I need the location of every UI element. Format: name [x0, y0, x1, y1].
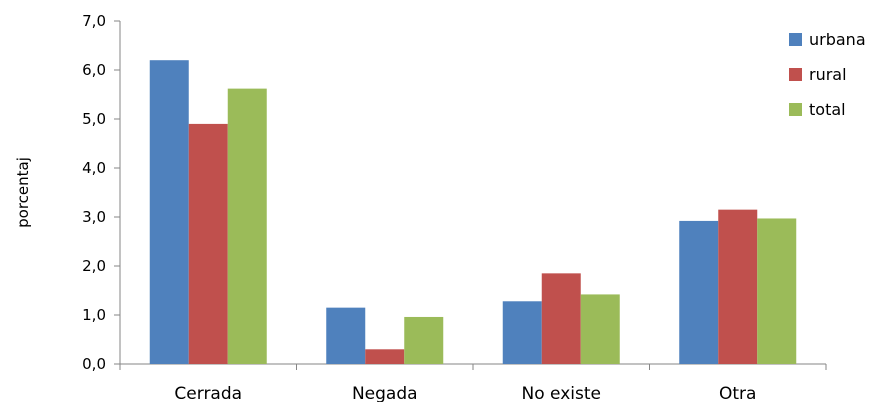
bar-rural-cerrada: [188, 123, 228, 365]
y-axis-label: porcentaj: [14, 157, 32, 228]
x-tick-label: Negada: [352, 384, 418, 402]
y-tick-label: 3,0: [82, 208, 106, 226]
y-tick-label: 4,0: [82, 159, 106, 177]
legend-label-total: total: [809, 100, 846, 119]
bar-urbana-cerrada: [149, 60, 189, 364]
legend-label-urbana: urbana: [809, 30, 866, 49]
bar-total-negada: [404, 316, 444, 364]
x-tick-label: No existe: [522, 384, 601, 402]
y-tick-label: 1,0: [82, 306, 106, 324]
bar-rural-no-existe: [541, 273, 581, 364]
bar-urbana-no-existe: [502, 301, 542, 364]
bar-urbana-otra: [679, 220, 719, 364]
y-tick-label: 7,0: [82, 12, 106, 30]
y-tick-label: 2,0: [82, 257, 106, 275]
bars: [149, 60, 797, 365]
y-tick-label: 5,0: [82, 110, 106, 128]
bar-rural-otra: [718, 209, 758, 364]
x-tick-label: Cerrada: [174, 384, 242, 402]
legend: urbana rural total: [789, 30, 866, 119]
bar-total-no-existe: [580, 294, 620, 364]
x-axis: Cerrada Negada No existe Otra: [119, 363, 827, 402]
bar-total-otra: [757, 218, 797, 364]
bar-total-cerrada: [227, 88, 267, 365]
legend-swatch-urbana: [789, 33, 802, 46]
bar-urbana-negada: [326, 307, 366, 364]
bar-rural-negada: [365, 349, 405, 364]
y-axis: 0,0 1,0 2,0 3,0 4,0 5,0 6,0 7,0: [82, 12, 121, 373]
y-tick-label: 0,0: [82, 355, 106, 373]
legend-label-rural: rural: [809, 65, 847, 84]
legend-swatch-total: [789, 103, 802, 116]
y-tick-label: 6,0: [82, 61, 106, 79]
legend-swatch-rural: [789, 68, 802, 81]
x-tick-label: Otra: [719, 384, 756, 402]
